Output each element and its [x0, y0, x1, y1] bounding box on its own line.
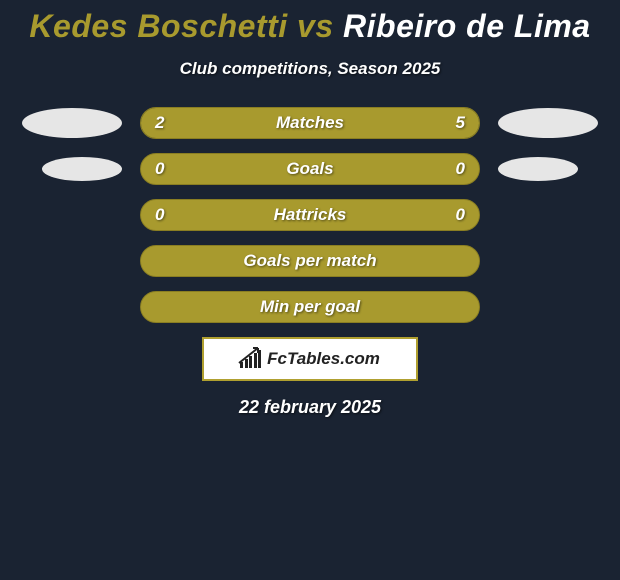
vs-text: vs: [288, 8, 343, 44]
date-text: 22 february 2025: [0, 397, 620, 418]
stat-rows: 2 Matches 5 0 Goals 0 0 Hattricks 0: [0, 107, 620, 323]
spacer: [498, 292, 598, 322]
stat-row-hattricks: 0 Hattricks 0: [0, 199, 620, 231]
page-title: Kedes Boschetti vs Ribeiro de Lima: [0, 8, 620, 45]
stat-label: Hattricks: [274, 205, 347, 225]
stat-left-value: 0: [155, 159, 164, 179]
bar-fill-right: [238, 108, 479, 138]
team-a-badge-placeholder: [22, 108, 122, 138]
spacer: [22, 292, 122, 322]
stat-label: Goals: [286, 159, 333, 179]
stat-label: Min per goal: [260, 297, 360, 317]
stat-bar-matches: 2 Matches 5: [140, 107, 480, 139]
comparison-card: Kedes Boschetti vs Ribeiro de Lima Club …: [0, 0, 620, 418]
stat-row-goals: 0 Goals 0: [0, 153, 620, 185]
stat-label: Goals per match: [243, 251, 376, 271]
team-a-badge-placeholder: [42, 157, 122, 181]
spacer: [498, 246, 598, 276]
arrow-icon: [238, 346, 262, 366]
team-b-badge-placeholder: [498, 108, 598, 138]
bar-chart-icon: [240, 350, 261, 368]
brand-text: FcTables.com: [267, 349, 380, 369]
player-b-name: Ribeiro de Lima: [343, 8, 591, 44]
stat-right-value: 0: [456, 159, 465, 179]
stat-right-value: 0: [456, 205, 465, 225]
spacer: [498, 200, 598, 230]
stat-bar-mpg: Min per goal: [140, 291, 480, 323]
stat-right-value: 5: [456, 113, 465, 133]
stat-left-value: 2: [155, 113, 164, 133]
spacer: [22, 200, 122, 230]
stat-row-matches: 2 Matches 5: [0, 107, 620, 139]
stat-bar-gpm: Goals per match: [140, 245, 480, 277]
stat-label: Matches: [276, 113, 344, 133]
brand-badge: FcTables.com: [202, 337, 418, 381]
team-b-badge-placeholder: [498, 157, 578, 181]
stat-bar-hattricks: 0 Hattricks 0: [140, 199, 480, 231]
subtitle: Club competitions, Season 2025: [0, 59, 620, 79]
player-a-name: Kedes Boschetti: [29, 8, 287, 44]
stat-row-gpm: Goals per match: [0, 245, 620, 277]
stat-left-value: 0: [155, 205, 164, 225]
stat-row-mpg: Min per goal: [0, 291, 620, 323]
spacer: [22, 246, 122, 276]
stat-bar-goals: 0 Goals 0: [140, 153, 480, 185]
